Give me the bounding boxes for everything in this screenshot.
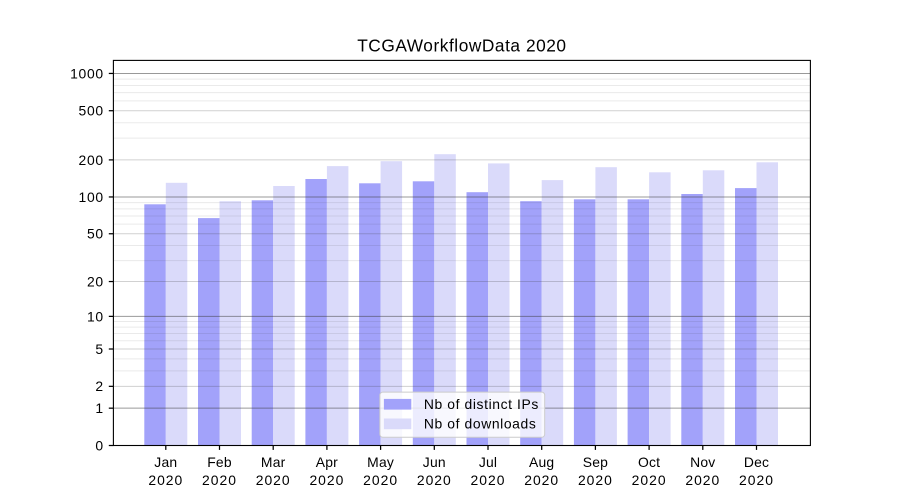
svg-text:Nb of downloads: Nb of downloads <box>424 415 536 431</box>
svg-text:2020: 2020 <box>256 472 291 488</box>
svg-text:Jan: Jan <box>154 454 177 470</box>
svg-text:2020: 2020 <box>739 472 774 488</box>
svg-text:Sep: Sep <box>583 454 608 470</box>
svg-text:2: 2 <box>95 378 103 394</box>
svg-text:2020: 2020 <box>148 472 183 488</box>
svg-text:500: 500 <box>79 103 104 119</box>
svg-text:100: 100 <box>79 189 104 205</box>
svg-text:10: 10 <box>87 308 104 324</box>
svg-text:2020: 2020 <box>685 472 720 488</box>
svg-text:1: 1 <box>95 400 103 416</box>
svg-text:2020: 2020 <box>471 472 506 488</box>
svg-text:2020: 2020 <box>632 472 667 488</box>
svg-text:TCGAWorkflowData 2020: TCGAWorkflowData 2020 <box>357 35 566 55</box>
svg-text:May: May <box>367 454 394 470</box>
svg-text:Aug: Aug <box>529 454 554 470</box>
svg-text:2020: 2020 <box>524 472 559 488</box>
svg-text:Apr: Apr <box>316 454 338 470</box>
svg-text:Mar: Mar <box>261 454 286 470</box>
svg-text:0: 0 <box>95 437 103 453</box>
svg-text:2020: 2020 <box>309 472 344 488</box>
svg-text:1000: 1000 <box>70 65 104 81</box>
svg-text:5: 5 <box>95 341 103 357</box>
svg-text:Nov: Nov <box>690 454 715 470</box>
svg-text:200: 200 <box>79 152 104 168</box>
svg-text:2020: 2020 <box>417 472 452 488</box>
svg-text:50: 50 <box>87 226 104 242</box>
svg-text:Dec: Dec <box>744 454 769 470</box>
svg-text:2020: 2020 <box>363 472 398 488</box>
svg-text:20: 20 <box>87 273 104 289</box>
svg-text:Nb of distinct IPs: Nb of distinct IPs <box>424 396 539 412</box>
svg-text:2020: 2020 <box>578 472 613 488</box>
svg-text:Jul: Jul <box>479 454 497 470</box>
svg-text:Oct: Oct <box>638 454 660 470</box>
svg-text:Feb: Feb <box>207 454 232 470</box>
svg-text:2020: 2020 <box>202 472 237 488</box>
svg-text:Jun: Jun <box>423 454 446 470</box>
